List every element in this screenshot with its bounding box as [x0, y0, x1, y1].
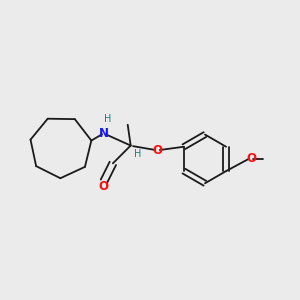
Text: O: O	[98, 180, 108, 193]
Text: O: O	[246, 152, 256, 165]
Text: H: H	[104, 114, 112, 124]
Text: H: H	[134, 149, 142, 159]
Text: N: N	[99, 127, 109, 140]
Text: O: O	[152, 143, 162, 157]
